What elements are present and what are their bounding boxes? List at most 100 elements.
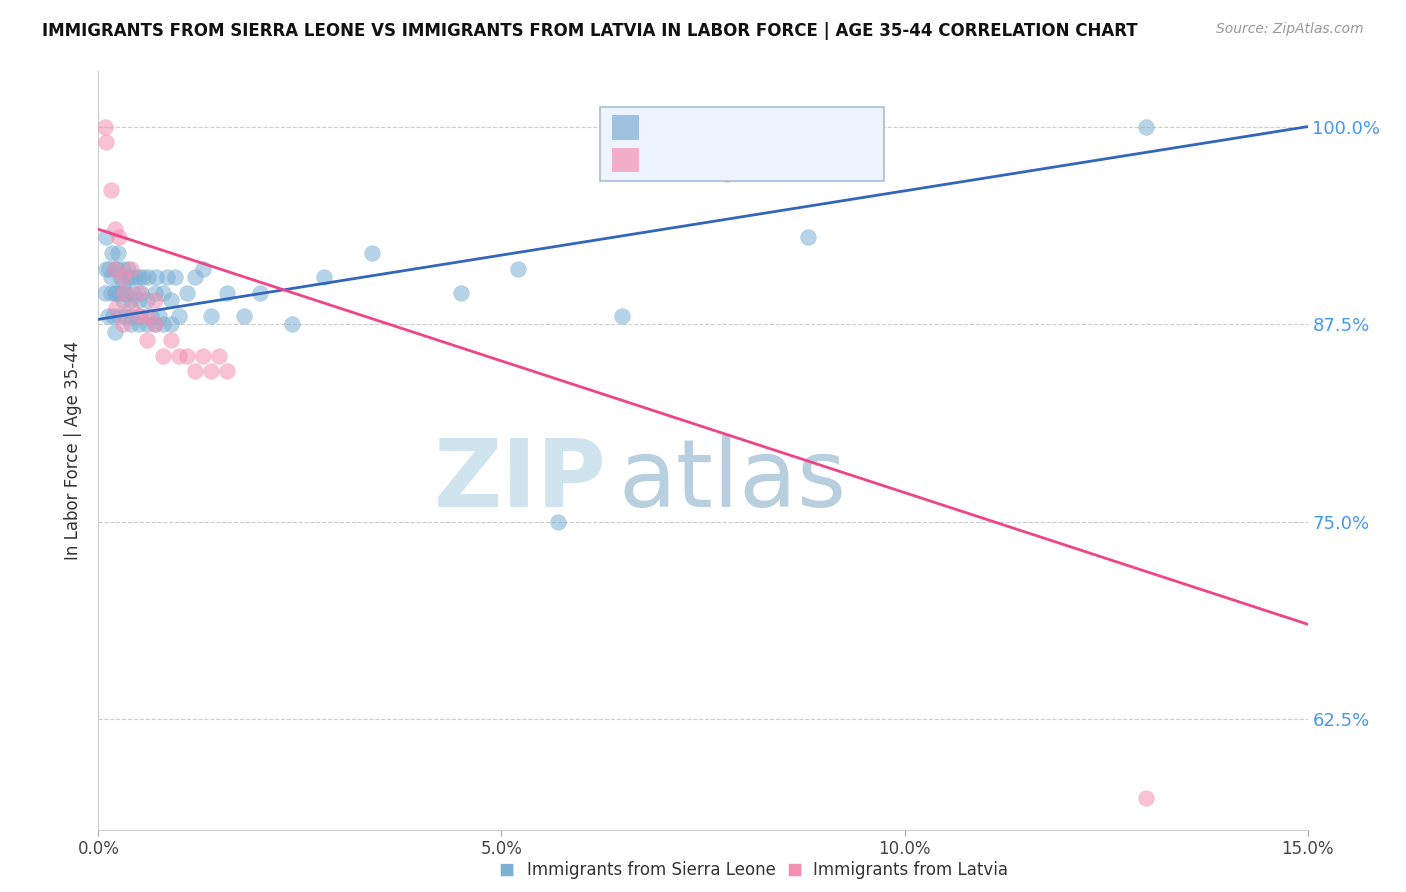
Point — [103, 325, 125, 339]
Point — [128, 309, 150, 323]
Point — [128, 317, 150, 331]
Point — [547, 515, 569, 529]
Point — [96, 230, 118, 244]
Point — [124, 269, 146, 284]
Point — [1135, 120, 1157, 134]
Point — [107, 309, 129, 323]
Point — [103, 261, 125, 276]
Point — [200, 309, 222, 323]
Bar — [613, 148, 638, 172]
Point — [121, 309, 143, 323]
Text: Immigrants from Sierra Leone: Immigrants from Sierra Leone — [527, 861, 776, 879]
Point — [100, 269, 122, 284]
Point — [94, 120, 117, 134]
Point — [129, 285, 152, 300]
FancyBboxPatch shape — [600, 107, 884, 181]
Point — [111, 293, 134, 308]
Point — [128, 293, 150, 308]
Text: atlas: atlas — [619, 434, 846, 527]
Point — [217, 285, 239, 300]
Point — [506, 261, 529, 276]
Point — [152, 285, 174, 300]
Point — [97, 309, 120, 323]
Text: N = 28: N = 28 — [776, 149, 844, 167]
Point — [100, 183, 122, 197]
Point — [100, 285, 122, 300]
Point — [114, 285, 136, 300]
Point — [132, 269, 155, 284]
Point — [101, 309, 124, 323]
Point — [94, 261, 117, 276]
Point — [112, 285, 135, 300]
Text: ◼: ◼ — [498, 860, 515, 880]
Point — [156, 269, 179, 284]
Point — [167, 349, 190, 363]
Point — [148, 309, 170, 323]
Point — [135, 317, 157, 331]
Point — [160, 317, 183, 331]
Point — [138, 269, 160, 284]
Point — [115, 269, 138, 284]
Text: R =  0.554: R = 0.554 — [648, 116, 754, 134]
Point — [117, 261, 139, 276]
Point — [193, 349, 215, 363]
Point — [232, 309, 254, 323]
Point — [797, 230, 820, 244]
Point — [105, 261, 128, 276]
Point — [103, 285, 125, 300]
Point — [200, 364, 222, 378]
Point — [143, 317, 166, 331]
Point — [107, 246, 129, 260]
Point — [112, 285, 135, 300]
Point — [103, 222, 125, 236]
Point — [96, 136, 118, 150]
Point — [184, 269, 207, 284]
Point — [111, 261, 134, 276]
Point — [217, 364, 239, 378]
Point — [716, 167, 738, 181]
Point — [314, 269, 336, 284]
Point — [107, 230, 129, 244]
Point — [145, 269, 167, 284]
Point — [176, 349, 198, 363]
Text: ZIP: ZIP — [433, 434, 606, 527]
Point — [281, 317, 304, 331]
Bar — [613, 115, 638, 139]
Point — [612, 309, 634, 323]
Point — [108, 269, 131, 284]
Point — [111, 277, 134, 292]
Point — [152, 317, 174, 331]
Text: R = -0.425: R = -0.425 — [648, 149, 754, 167]
Point — [128, 309, 150, 323]
Point — [176, 285, 198, 300]
Point — [120, 293, 142, 308]
Point — [249, 285, 271, 300]
Y-axis label: In Labor Force | Age 35-44: In Labor Force | Age 35-44 — [65, 341, 83, 560]
Text: Immigrants from Latvia: Immigrants from Latvia — [813, 861, 1008, 879]
Point — [184, 364, 207, 378]
Point — [139, 309, 162, 323]
Point — [122, 285, 145, 300]
Point — [97, 261, 120, 276]
Point — [135, 333, 157, 347]
Point — [361, 246, 384, 260]
Point — [101, 246, 124, 260]
Point — [152, 349, 174, 363]
Point — [450, 285, 472, 300]
Point — [143, 293, 166, 308]
Point — [160, 293, 183, 308]
Point — [120, 317, 142, 331]
Text: IMMIGRANTS FROM SIERRA LEONE VS IMMIGRANTS FROM LATVIA IN LABOR FORCE | AGE 35-4: IMMIGRANTS FROM SIERRA LEONE VS IMMIGRAN… — [42, 22, 1137, 40]
Point — [135, 293, 157, 308]
Point — [104, 261, 127, 276]
Point — [128, 269, 150, 284]
Point — [111, 269, 134, 284]
Point — [120, 261, 142, 276]
Text: ◼: ◼ — [786, 860, 803, 880]
Text: Source: ZipAtlas.com: Source: ZipAtlas.com — [1216, 22, 1364, 37]
Point — [105, 301, 128, 316]
Point — [120, 301, 142, 316]
Point — [111, 317, 134, 331]
Point — [1135, 791, 1157, 805]
Point — [128, 285, 150, 300]
